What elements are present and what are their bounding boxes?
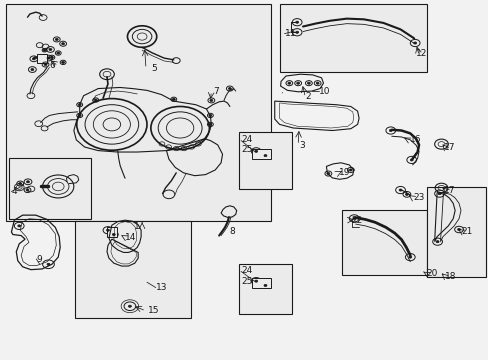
Text: 13: 13 <box>156 283 167 292</box>
Circle shape <box>106 229 109 231</box>
Circle shape <box>307 82 310 84</box>
Text: 16: 16 <box>409 135 421 144</box>
Circle shape <box>61 42 64 45</box>
Text: 14: 14 <box>125 233 136 242</box>
Bar <box>9 158 91 220</box>
Text: 17: 17 <box>444 185 455 194</box>
Bar <box>37 54 46 63</box>
Circle shape <box>398 189 401 191</box>
Circle shape <box>47 57 50 59</box>
Circle shape <box>316 82 319 84</box>
Bar <box>252 149 270 159</box>
Bar <box>75 221 190 318</box>
Bar <box>5 4 271 221</box>
Circle shape <box>435 240 438 243</box>
Text: 24: 24 <box>241 266 252 275</box>
Circle shape <box>44 63 47 66</box>
Circle shape <box>43 49 46 51</box>
Circle shape <box>31 68 34 71</box>
Text: 22: 22 <box>351 216 362 225</box>
Bar <box>252 278 270 288</box>
Bar <box>427 187 485 277</box>
Text: 9: 9 <box>36 255 42 264</box>
Circle shape <box>413 42 416 44</box>
Text: 18: 18 <box>445 272 456 281</box>
Circle shape <box>208 123 211 126</box>
Text: 8: 8 <box>228 227 234 236</box>
Text: 12: 12 <box>415 49 427 58</box>
Circle shape <box>352 217 355 220</box>
Circle shape <box>409 159 412 161</box>
Circle shape <box>295 31 298 33</box>
Circle shape <box>94 99 97 101</box>
Circle shape <box>254 150 257 152</box>
Circle shape <box>61 61 64 63</box>
Circle shape <box>457 228 460 230</box>
Text: 5: 5 <box>151 64 156 73</box>
Text: 4: 4 <box>11 187 17 196</box>
Circle shape <box>57 52 60 54</box>
Circle shape <box>50 56 53 58</box>
Text: 10: 10 <box>319 86 330 95</box>
Bar <box>341 211 427 275</box>
Circle shape <box>408 256 411 258</box>
Circle shape <box>437 193 440 195</box>
Circle shape <box>78 114 81 117</box>
Bar <box>279 4 427 72</box>
Circle shape <box>287 82 290 84</box>
Text: 15: 15 <box>148 306 160 315</box>
Circle shape <box>388 130 391 132</box>
Circle shape <box>264 284 266 287</box>
Text: 21: 21 <box>461 228 472 237</box>
Text: 7: 7 <box>213 86 219 95</box>
Circle shape <box>295 21 298 23</box>
Text: 24: 24 <box>241 135 252 144</box>
Text: 23: 23 <box>413 193 424 202</box>
Bar <box>107 226 117 237</box>
Text: 1: 1 <box>134 222 140 231</box>
Circle shape <box>326 172 329 175</box>
Circle shape <box>49 48 52 50</box>
Circle shape <box>172 98 175 100</box>
Circle shape <box>112 233 115 235</box>
Text: 20: 20 <box>425 269 436 278</box>
Circle shape <box>264 154 266 157</box>
Circle shape <box>128 305 131 307</box>
Text: 11: 11 <box>284 29 295 38</box>
Circle shape <box>209 99 212 102</box>
Text: 6: 6 <box>49 61 55 70</box>
Bar <box>238 132 292 189</box>
Text: 3: 3 <box>299 141 304 150</box>
Text: 25: 25 <box>241 145 252 154</box>
Circle shape <box>228 87 231 90</box>
Circle shape <box>26 181 29 183</box>
Circle shape <box>208 114 211 117</box>
Text: 19: 19 <box>338 168 349 177</box>
Circle shape <box>19 183 21 185</box>
Circle shape <box>254 280 257 282</box>
Text: 17: 17 <box>444 143 455 152</box>
Text: 2: 2 <box>305 92 310 101</box>
Circle shape <box>405 193 407 195</box>
Circle shape <box>18 225 20 227</box>
Circle shape <box>296 82 299 84</box>
Circle shape <box>32 58 35 60</box>
Circle shape <box>55 39 58 41</box>
Circle shape <box>348 169 351 171</box>
Circle shape <box>78 104 81 106</box>
Text: 25: 25 <box>241 276 252 285</box>
Bar <box>238 264 292 315</box>
Circle shape <box>26 189 29 191</box>
Circle shape <box>47 263 50 265</box>
